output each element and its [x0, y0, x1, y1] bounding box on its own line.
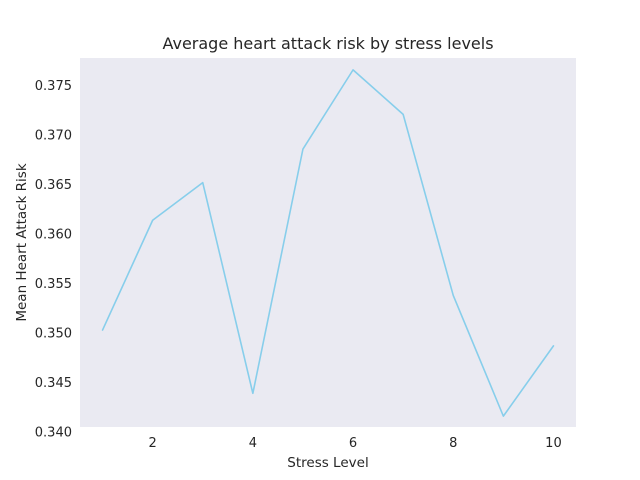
x-tick-label: 2: [149, 436, 157, 451]
x-axis-label: Stress Level: [287, 455, 368, 471]
y-tick-label: 0.365: [35, 178, 72, 193]
x-tick-label: 4: [249, 436, 257, 451]
x-tick-label: 10: [545, 436, 562, 451]
y-tick-label: 0.370: [35, 129, 72, 144]
series-layer: [101, 69, 555, 417]
chart-title: Average heart attack risk by stress leve…: [162, 34, 493, 53]
y-axis-label: Mean Heart Attack Risk: [14, 163, 30, 321]
y-tick-label: 0.375: [35, 79, 72, 94]
x-tick-label: 8: [449, 436, 457, 451]
y-tick-label: 0.350: [35, 327, 72, 342]
x-axis-ticks: 2 4 6 8 10: [149, 436, 562, 451]
y-tick-label: 0.340: [35, 425, 72, 440]
y-axis-ticks: 0.340 0.345 0.350 0.355 0.360 0.365 0.370 0.375: [35, 79, 72, 440]
y-tick-label: 0.355: [35, 277, 72, 292]
y-tick-label: 0.345: [35, 376, 72, 391]
series-line-0: [101, 69, 555, 417]
x-tick-label: 6: [349, 436, 357, 451]
y-tick-label: 0.360: [35, 228, 72, 243]
plot-area: [80, 58, 576, 427]
